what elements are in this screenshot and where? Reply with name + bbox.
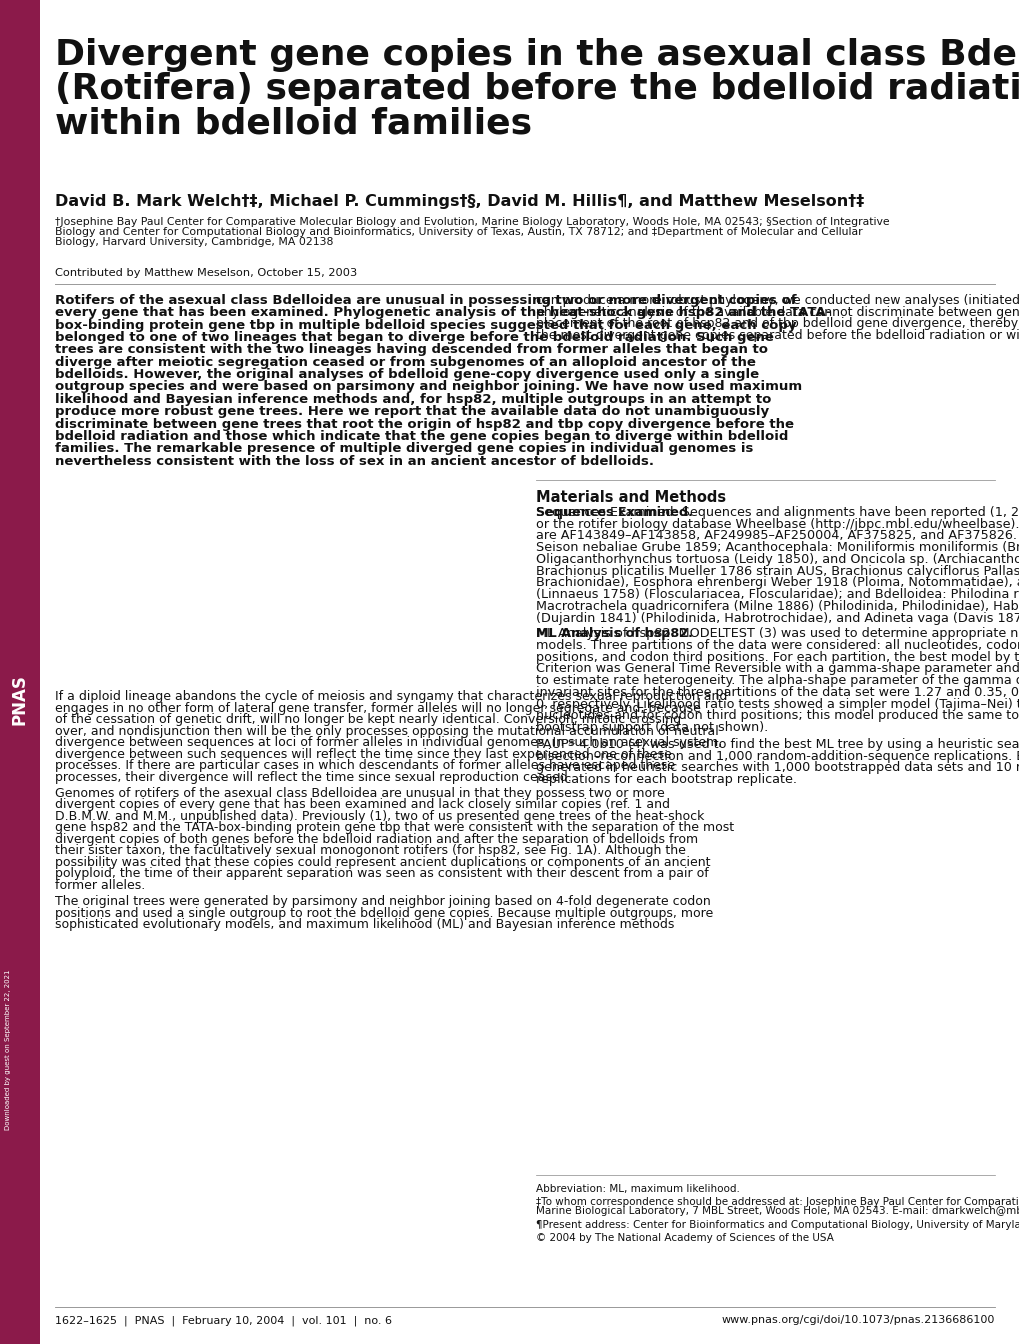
Text: or the rotifer biology database Wheelbase (http://jbpc.mbl.edu/wheelbase). GenBa: or the rotifer biology database Wheelbas…: [535, 517, 1019, 531]
Text: Criterion was General Time Reversible with a gamma-shape parameter and proportio: Criterion was General Time Reversible wi…: [535, 663, 1019, 676]
Text: Marine Biological Laboratory, 7 MBL Street, Woods Hole, MA 02543. E-mail: dmarkw: Marine Biological Laboratory, 7 MBL Stre…: [535, 1206, 1019, 1216]
Text: 1622–1625  |  PNAS  |  February 10, 2004  |  vol. 101  |  no. 6: 1622–1625 | PNAS | February 10, 2004 | v…: [55, 1314, 391, 1325]
Text: (Dujardin 1841) (Philodinida, Habrotrochidae), and Adineta vaga (Davis 1873) (Ad: (Dujardin 1841) (Philodinida, Habrotroch…: [535, 612, 1019, 625]
Text: models. Three partitions of the data were considered: all nucleotides, codon fir: models. Three partitions of the data wer…: [535, 638, 1019, 652]
Text: possibility was cited that these copies could represent ancient duplications or : possibility was cited that these copies …: [55, 856, 710, 868]
Text: ML Analysis of hsp82. MODELTEST (3) was used to determine appropriate nucleotide: ML Analysis of hsp82. MODELTEST (3) was …: [535, 628, 1019, 640]
Text: Biology and Center for Computational Biology and Bioinformatics, University of T: Biology and Center for Computational Bio…: [55, 227, 862, 237]
Text: The original trees were generated by parsimony and neighbor joining based on 4-f: The original trees were generated by par…: [55, 895, 710, 909]
Text: produce more robust gene trees. Here we report that the available data do not un: produce more robust gene trees. Here we …: [55, 405, 768, 418]
Text: divergence between such sequences will reflect the time since they last experien: divergence between such sequences will r…: [55, 747, 672, 761]
Text: to estimate rate heterogeneity. The alpha-shape parameter of the gamma distribut: to estimate rate heterogeneity. The alph…: [535, 675, 1019, 687]
Text: are AF143849–AF143858, AF249985–AF250004, AF375825, and AF375826. The species ex: are AF143849–AF143858, AF249985–AF250004…: [535, 530, 1019, 542]
Text: D.B.M.W. and M.M., unpublished data). Previously (1), two of us presented gene t: D.B.M.W. and M.M., unpublished data). Pr…: [55, 810, 704, 823]
Text: of the cessation of genetic drift, will no longer be kept nearly identical. Conv: of the cessation of genetic drift, will …: [55, 714, 681, 726]
Text: within bdelloid families: within bdelloid families: [55, 106, 532, 141]
Text: ‡To whom correspondence should be addressed at: Josephine Bay Paul Center for Co: ‡To whom correspondence should be addres…: [535, 1196, 1019, 1207]
Text: †Josephine Bay Paul Center for Comparative Molecular Biology and Evolution, Mari: †Josephine Bay Paul Center for Comparati…: [55, 216, 889, 227]
Text: phylogenetic analysis of the available data cannot discriminate between gene tre: phylogenetic analysis of the available d…: [535, 305, 1019, 319]
Text: ML Analysis of hsp82.: ML Analysis of hsp82.: [535, 628, 692, 640]
Text: every gene that has been examined. Phylogenetic analysis of the heat-shock gene : every gene that has been examined. Phylo…: [55, 306, 830, 320]
Text: (Linnaeus 1758) (Flosculariacea, Floscularidae); and Bdelloidea: Philodina roseo: (Linnaeus 1758) (Flosculariacea, Floscul…: [535, 589, 1019, 601]
Text: Brachionus plicatilis Mueller 1786 strain AUS, Brachionus calyciflorus Pallas 17: Brachionus plicatilis Mueller 1786 strai…: [535, 564, 1019, 578]
Text: positions, and codon third positions. For each partition, the best model by the : positions, and codon third positions. Fo…: [535, 650, 1019, 664]
Text: Seison nebaliae Grube 1859; Acanthocephala: Moniliformis moniliformis (Bremser 1: Seison nebaliae Grube 1859; Acanthocepha…: [535, 542, 1019, 554]
Text: former alleles.: former alleles.: [55, 879, 145, 892]
Text: families. The remarkable presence of multiple diverged gene copies in individual: families. The remarkable presence of mul…: [55, 442, 753, 456]
Text: generated in heuristic searches with 1,000 bootstrapped data sets and 10 random-: generated in heuristic searches with 1,0…: [535, 761, 1019, 774]
Text: PAUP* 4.0b10 (4) was used to find the best ML tree by using a heuristic search w: PAUP* 4.0b10 (4) was used to find the be…: [535, 738, 1019, 751]
Text: Genomes of rotifers of the asexual class Bdelloidea are unusual in that they pos: Genomes of rotifers of the asexual class…: [55, 786, 664, 800]
Text: bisection–reconnection and 1,000 random-addition-sequence replications. Bootstra: bisection–reconnection and 1,000 random-…: [535, 750, 1019, 762]
Text: sophisticated evolutionary models, and maximum likelihood (ML) and Bayesian infe: sophisticated evolutionary models, and m…: [55, 918, 674, 931]
Text: © 2004 by The National Academy of Sciences of the USA: © 2004 by The National Academy of Scienc…: [535, 1234, 834, 1243]
Text: bdelloids. However, the original analyses of bdelloid gene-copy divergence used : bdelloids. However, the original analyse…: [55, 368, 758, 382]
Text: Materials and Methods: Materials and Methods: [535, 491, 726, 505]
Text: divergence between sequences at loci of former alleles in individual genomes. In: divergence between sequences at loci of …: [55, 737, 721, 749]
Text: divergent copies of every gene that has been examined and lack closely similar c: divergent copies of every gene that has …: [55, 798, 669, 812]
Text: ¶Present address: Center for Bioinformatics and Computational Biology, Universit: ¶Present address: Center for Bioinformat…: [535, 1220, 1019, 1230]
Text: Downloaded by guest on September 22, 2021: Downloaded by guest on September 22, 202…: [5, 970, 11, 1130]
Text: www.pnas.org/cgi/doi/10.1073/pnas.2136686100: www.pnas.org/cgi/doi/10.1073/pnas.213668…: [720, 1314, 994, 1325]
Text: David B. Mark Welch†‡, Michael P. Cummings†§, David M. Hillis¶, and Matthew Mese: David B. Mark Welch†‡, Michael P. Cummin…: [55, 194, 863, 210]
Text: Divergent gene copies in the asexual class Bdelloidea: Divergent gene copies in the asexual cla…: [55, 38, 1019, 73]
Text: If a diploid lineage abandons the cycle of meiosis and syngamy that characterize: If a diploid lineage abandons the cycle …: [55, 689, 727, 703]
Text: (Rotifera) separated before the bdelloid radiation or: (Rotifera) separated before the bdelloid…: [55, 73, 1019, 106]
Text: divergent copies of both genes before the bdelloid radiation and after the separ: divergent copies of both genes before th…: [55, 833, 697, 845]
Text: Biology, Harvard University, Cambridge, MA 02138: Biology, Harvard University, Cambridge, …: [55, 238, 333, 247]
Text: nevertheless consistent with the loss of sex in an ancient ancestor of bdelloids: nevertheless consistent with the loss of…: [55, 454, 653, 468]
Text: Sequences Examined.: Sequences Examined.: [535, 505, 692, 519]
Text: the most divergent gene copies separated before the bdelloid radiation or within: the most divergent gene copies separated…: [535, 328, 1019, 341]
Text: Sequences Examined. Sequences and alignments have been reported (1, 2) and are a: Sequences Examined. Sequences and alignm…: [535, 505, 1019, 519]
Text: 0, respectively. Likelihood ratio tests showed a simpler model (Tajima–Nei) to b: 0, respectively. Likelihood ratio tests …: [535, 698, 1019, 711]
Text: Macrotrachela quadricornifera (Milne 1886) (Philodinida, Philodinidae), Habrotro: Macrotrachela quadricornifera (Milne 188…: [535, 599, 1019, 613]
Text: Abbreviation: ML, maximum likelihood.: Abbreviation: ML, maximum likelihood.: [535, 1184, 739, 1193]
Text: trees are consistent with the two lineages having descended from former alleles : trees are consistent with the two lineag…: [55, 344, 767, 356]
Text: Brachionidae), Eosphora ehrenbergi Weber 1918 (Ploima, Notommatidae), and Sinuat: Brachionidae), Eosphora ehrenbergi Weber…: [535, 577, 1019, 590]
Text: discriminate between gene trees that root the origin of hsp82 and tbp copy diver: discriminate between gene trees that roo…: [55, 418, 793, 430]
Text: placement of the root of hsp82 and of tbp bdelloid gene divergence, thereby leav: placement of the root of hsp82 and of tb…: [535, 317, 1019, 331]
Text: processes. If there are particular cases in which descendants of former alleles : processes. If there are particular cases…: [55, 759, 675, 771]
Text: positions and used a single outgroup to root the bdelloid gene copies. Because m: positions and used a single outgroup to …: [55, 907, 712, 919]
Text: engages in no other form of lateral gene transfer, former alleles will no longer: engages in no other form of lateral gene…: [55, 702, 700, 715]
Text: belonged to one of two lineages that began to diverge before the bdelloid radiat: belonged to one of two lineages that beg…: [55, 331, 773, 344]
Text: likelihood and Bayesian inference methods and, for hsp82, multiple outgroups in : likelihood and Bayesian inference method…: [55, 392, 770, 406]
Text: bootstrap support (data not shown).: bootstrap support (data not shown).: [535, 722, 767, 734]
Text: Rotifers of the asexual class Bdelloidea are unusual in possessing two or more d: Rotifers of the asexual class Bdelloidea…: [55, 294, 796, 306]
Text: gene hsp82 and the TATA-box-binding protein gene tbp that were consistent with t: gene hsp82 and the TATA-box-binding prot…: [55, 821, 734, 835]
Text: processes, their divergence will reflect the time since sexual reproduction ceas: processes, their divergence will reflect…: [55, 770, 572, 784]
Text: invariant sites for the three partitions of the data set were 1.27 and 0.35, 0.3: invariant sites for the three partitions…: [535, 685, 1019, 699]
Text: outgroup species and were based on parsimony and neighbor joining. We have now u: outgroup species and were based on parsi…: [55, 380, 801, 394]
Bar: [0, 0, 40, 1344]
Text: bdelloid radiation and those which indicate that the gene copies began to diverg: bdelloid radiation and those which indic…: [55, 430, 788, 444]
Text: box-binding protein gene tbp in multiple bdelloid species suggested that for eac: box-binding protein gene tbp in multiple…: [55, 319, 796, 332]
Text: Oligacanthorhynchus tortuosa (Leidy 1850), and Oncicola sp. (Archiacanthocephala: Oligacanthorhynchus tortuosa (Leidy 1850…: [535, 552, 1019, 566]
Text: can produce a more robust phylogeny, we conducted new analyses (initiated by D.M: can produce a more robust phylogeny, we …: [535, 294, 1019, 306]
Text: Contributed by Matthew Meselson, October 15, 2003: Contributed by Matthew Meselson, October…: [55, 267, 357, 278]
Text: polyploid, the time of their apparent separation was seen as consistent with the: polyploid, the time of their apparent se…: [55, 867, 708, 880]
Text: over, and nondisjunction then will be the only processes opposing the mutational: over, and nondisjunction then will be th…: [55, 724, 718, 738]
Text: their sister taxon, the facultatively sexual monogonont rotifers (for hsp82, see: their sister taxon, the facultatively se…: [55, 844, 685, 857]
Text: PNAS: PNAS: [11, 675, 29, 726]
Text: diverge after meiotic segregation ceased or from subgenomes of an alloploid ance: diverge after meiotic segregation ceased…: [55, 356, 755, 368]
Text: nucleotides and for codon third positions; this model produced the same topology: nucleotides and for codon third position…: [535, 710, 1019, 723]
Text: replications for each bootstrap replicate.: replications for each bootstrap replicat…: [535, 773, 796, 786]
